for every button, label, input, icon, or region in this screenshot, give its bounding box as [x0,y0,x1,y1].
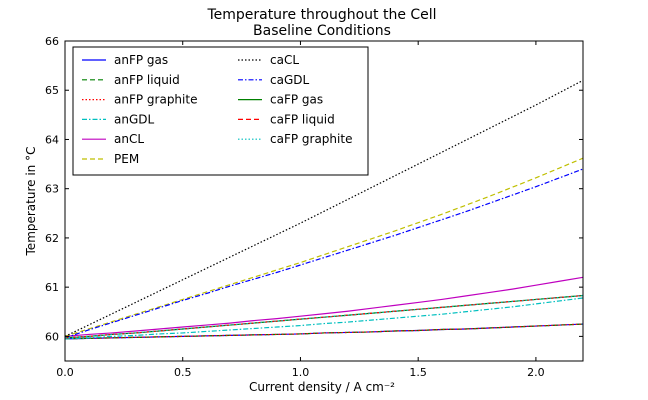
legend-box [72,46,369,176]
series-line-6 [64,79,584,337]
legend-label-1: anFP liquid [114,73,180,87]
x-tick-label: 1.0 [292,366,310,379]
x-tick-label: 0.0 [56,366,74,379]
y-tick-label: 63 [45,183,59,196]
y-axis-label: Temperature in °C [24,147,38,257]
series-line-3 [64,297,584,340]
y-tick-label: 62 [45,232,59,245]
x-tick-label: 1.5 [409,366,427,379]
series-line-4 [64,276,584,337]
legend: anFP gas anFP liquid anFP graphite anGDL anC… [72,46,369,176]
y-tick-label: 65 [45,84,59,97]
series-line-5 [64,157,584,337]
x-tick-label: 2.0 [527,366,545,379]
legend-label-10: caFP graphite [270,132,352,146]
legend-label-3: anGDL [114,112,154,126]
plot-frame [64,40,584,362]
series-line-10 [64,294,584,339]
series-line-7 [64,168,584,339]
y-tick-label: 66 [45,35,59,48]
y-tick-label: 61 [45,281,59,294]
legend-label-5: PEM [114,152,139,166]
chart-title: Temperature throughout the Cell [206,7,436,23]
legend-label-9: caFP liquid [270,112,335,126]
legend-label-7: caGDL [270,73,309,87]
plot-lines [64,79,584,340]
axis-ticks: 0.0 0.5 1.0 1.5 2.0 60 61 62 63 64 65 66 [45,35,583,379]
chart-subtitle: Baseline Conditions [253,23,391,39]
legend-label-2: anFP graphite [114,93,197,107]
legend-label-4: anCL [114,132,144,146]
legend-label-6: caCL [270,53,299,67]
y-tick-label: 64 [45,133,59,146]
x-tick-label: 0.5 [174,366,192,379]
legend-label-8: caFP gas [270,93,323,107]
legend-label-0: anFP gas [114,53,168,67]
x-axis-label: Current density / A cm⁻² [249,380,395,394]
y-tick-label: 60 [45,330,59,343]
series-line-2 [64,323,584,340]
